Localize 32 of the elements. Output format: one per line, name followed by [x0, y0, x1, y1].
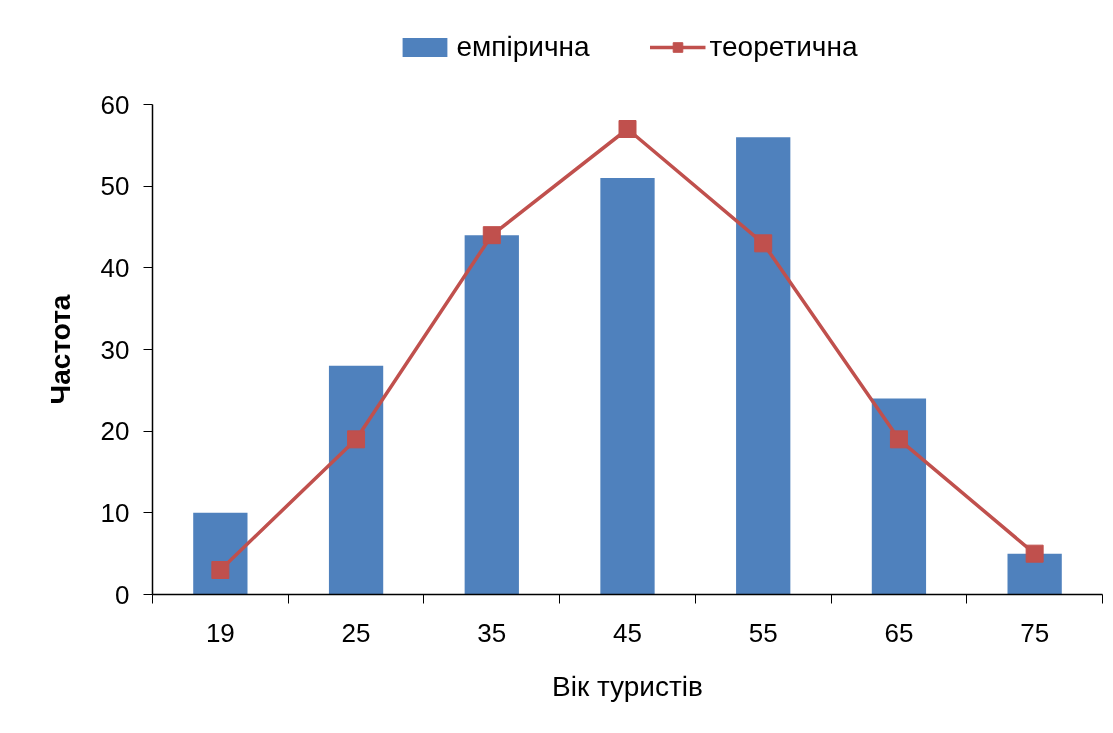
y-tick-label: 60 [100, 89, 130, 120]
y-tick-label: 10 [100, 497, 130, 528]
x-tick-label: 55 [748, 617, 778, 648]
point [754, 234, 773, 253]
x-tick-label: 65 [884, 617, 914, 648]
bar [600, 178, 655, 595]
point [889, 430, 908, 449]
bar [328, 365, 384, 595]
point [482, 226, 501, 245]
y-tick-label: 20 [100, 416, 130, 447]
legend-label: теоретична [709, 31, 858, 63]
y-tick-label: 0 [115, 579, 130, 610]
bar [736, 137, 791, 595]
bar [871, 398, 927, 595]
point [1025, 544, 1044, 563]
y-tick-label: 40 [100, 252, 130, 283]
x-tick-label: 19 [205, 617, 235, 648]
y-tick-label: 30 [100, 334, 130, 365]
x-tick-label: 35 [477, 617, 507, 648]
point [618, 120, 637, 138]
bar [1007, 553, 1062, 595]
bar [464, 235, 519, 595]
x-tick-label: 25 [341, 617, 371, 648]
x-axis-title: Вік туристів [552, 670, 703, 702]
y-tick-label: 50 [100, 171, 130, 202]
bar [193, 512, 248, 595]
legend-label: емпірична [456, 31, 590, 63]
x-tick-label: 75 [1020, 617, 1050, 648]
point [211, 561, 230, 579]
point [347, 430, 366, 449]
x-tick-label: 45 [613, 617, 642, 648]
y-axis-title: Частота [44, 294, 76, 405]
